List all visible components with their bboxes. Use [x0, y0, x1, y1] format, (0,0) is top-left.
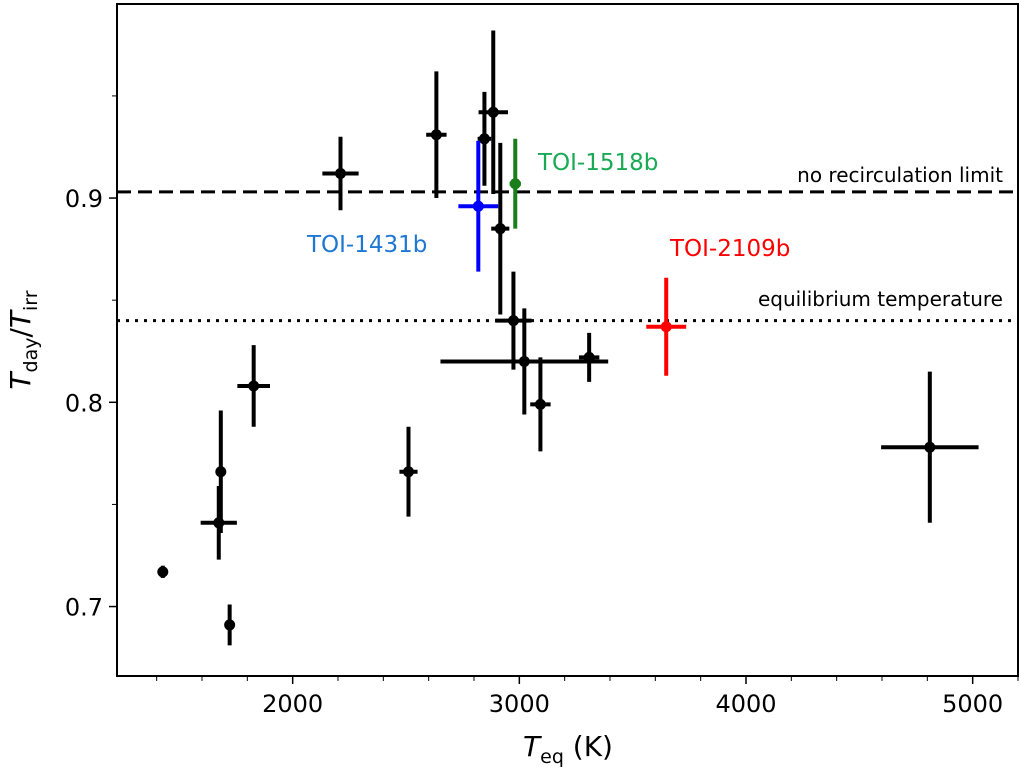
equilibrium-temperature-label: equilibrium temperature: [758, 287, 1003, 311]
literature-point: [237, 345, 270, 427]
literature-point: [426, 71, 447, 199]
data-marker: [518, 355, 530, 367]
data-marker: [509, 178, 521, 190]
toi-1431b-label: TOI-1431b: [306, 232, 427, 258]
TOI-2109b-point: [646, 277, 687, 376]
data-marker: [215, 466, 227, 478]
TOI-1518b-point: [509, 138, 521, 229]
literature-point: [478, 30, 508, 194]
data-marker: [248, 380, 260, 392]
data-marker: [494, 223, 506, 235]
TOI-1431b-point: [458, 140, 499, 272]
y-tick-label: 0.7: [65, 594, 103, 622]
y-tick-label: 0.9: [65, 185, 103, 213]
chart-marks: [117, 30, 1018, 646]
data-marker: [402, 466, 414, 478]
x-tick-label: 4000: [715, 690, 776, 718]
literature-point: [399, 426, 418, 517]
literature-point: [491, 142, 510, 315]
literature-point: [530, 357, 551, 452]
x-tick-label: 3000: [489, 690, 550, 718]
data-marker: [487, 106, 499, 118]
x-tick-label: 2000: [262, 690, 323, 718]
data-marker: [224, 619, 236, 631]
axes: 2000 3000 4000 5000 0.7 0.8 0.9: [65, 95, 1019, 718]
x-tick-label: 5000: [942, 690, 1003, 718]
literature-point: [881, 371, 979, 523]
literature-point: [224, 604, 236, 646]
data-marker: [660, 321, 672, 333]
data-marker: [583, 351, 595, 363]
toi-1518b-label: TOI-1518b: [537, 150, 658, 176]
data-marker: [478, 133, 490, 145]
data-marker: [924, 441, 936, 453]
data-marker: [534, 398, 546, 410]
data-marker: [472, 200, 484, 212]
toi-2109b-label: TOI-2109b: [669, 236, 790, 262]
literature-point: [578, 332, 600, 382]
plot-frame: [116, 3, 1019, 677]
literature-point: [440, 308, 609, 415]
x-axis-label: Teq (K): [523, 730, 613, 768]
y-tick-label: 0.8: [65, 389, 103, 417]
no-recirculation-label: no recirculation limit: [797, 163, 1003, 187]
literature-point: [322, 136, 359, 211]
literature-point: [477, 91, 492, 186]
literature-point: [200, 486, 237, 560]
data-marker: [507, 315, 519, 327]
data-marker: [157, 566, 169, 578]
literature-point: [157, 565, 169, 578]
data-marker: [213, 517, 225, 529]
y-axis-label: Tday/Tirr: [4, 290, 42, 389]
data-marker: [430, 129, 442, 141]
literature-point: [215, 410, 227, 534]
data-marker: [334, 168, 346, 180]
